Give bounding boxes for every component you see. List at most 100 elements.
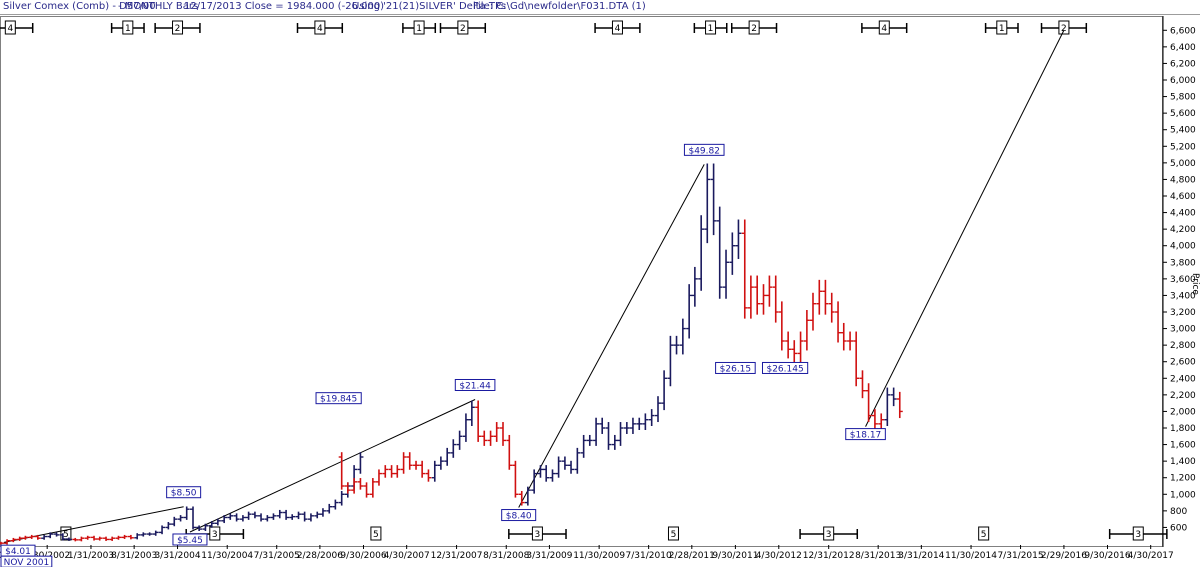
bottom-cycle-label: 3: [212, 530, 218, 540]
trendlines: [3, 30, 1065, 543]
callout-label: $8.40: [506, 512, 532, 522]
y-tick-label: 1,400: [1170, 457, 1196, 467]
bottom-cycle-markers: 5 3 5 3 5 3 5 3: [60, 526, 1168, 541]
x-tick-label: 8/31/2003: [111, 551, 157, 561]
x-tick-label: 1/31/2003: [68, 551, 114, 561]
y-tick-label: 1,800: [1170, 424, 1196, 434]
bottom-cycle-box: [978, 526, 990, 541]
bottom-cycle-box: [209, 526, 221, 541]
top-cycle-box: [413, 20, 425, 35]
x-tick-label: 2/28/2011: [669, 551, 715, 561]
callout-box: [845, 428, 886, 441]
bottom-cycle-box: [1132, 526, 1144, 541]
top-cycle-label: 4: [881, 24, 887, 34]
callout-label: $5.45: [177, 536, 203, 546]
bottom-cycle-label: 3: [1135, 530, 1141, 540]
x-tick-label: 4/30/2012: [756, 551, 802, 561]
file-label: File: C:\Gd\newfolder\F031.DTA (1): [473, 1, 646, 12]
top-cycle-box: [122, 20, 134, 35]
bottom-cycle-label: 3: [535, 530, 541, 540]
chart-header: Silver Comex (Comb) - D57/00 - MONTHLY B…: [0, 0, 1200, 15]
y-tick-label: 2,200: [1170, 391, 1196, 401]
top-cycle-label: 1: [416, 24, 422, 34]
x-tick-label: 9/30/2006: [340, 551, 386, 561]
bottom-cycle-label: 3: [826, 530, 832, 540]
y-tick-label: 6,200: [1170, 59, 1196, 69]
symbol-label: Silver Comex (Comb) - D57/00: [3, 1, 156, 12]
x-tick-label: 9/30/2016: [1084, 551, 1130, 561]
bars-label: - MONTHLY Bars: [118, 1, 199, 12]
top-cycle-box: [748, 20, 760, 35]
top-cycle-label: 2: [175, 24, 181, 34]
trendline: [518, 164, 705, 508]
trendline: [189, 399, 476, 533]
callout-label: $4.01: [5, 547, 31, 557]
callout-label: $26.145: [766, 364, 803, 374]
callout-box: [166, 486, 202, 499]
top-cycle-box: [314, 20, 326, 35]
y-tick-label: 5,200: [1170, 142, 1196, 152]
callout-box: [715, 361, 756, 374]
top-cycle-box: [1058, 20, 1070, 35]
bottom-cycle-label: 5: [373, 530, 379, 540]
y-tick-label: 4,200: [1170, 225, 1196, 235]
y-tick-label: 5,000: [1170, 159, 1196, 169]
y-tick-label: 3,800: [1170, 258, 1196, 268]
callout-box: [683, 143, 725, 156]
plot-border: [0, 16, 1163, 547]
callout-label: $19.845: [320, 395, 357, 405]
bottom-cycle-label: 5: [671, 530, 677, 540]
x-tick-label: 3/31/2004: [154, 551, 200, 561]
callout-label: $8.50: [171, 489, 197, 499]
y-tick-label: 3,600: [1170, 275, 1196, 285]
y-tick-label: 6,600: [1170, 26, 1196, 36]
x-tick-label: 2/29/2016: [1041, 551, 1087, 561]
callout-box: [761, 361, 809, 374]
y-tick-label: 4,000: [1170, 242, 1196, 252]
top-cycle-label: 1: [125, 24, 131, 34]
x-tick-label: 4/30/2017: [1128, 551, 1174, 561]
x-tick-label: 12/31/2012: [803, 551, 855, 561]
callout-box: [315, 392, 362, 405]
x-tick-label: 3/31/2014: [898, 551, 944, 561]
callout-label: $49.82: [688, 146, 720, 156]
y-tick-label: 1,200: [1170, 474, 1196, 484]
y-tick-label: 2,600: [1170, 358, 1196, 368]
callout-label: NOV 2001: [4, 558, 50, 567]
top-cycle-label: 2: [1061, 24, 1067, 34]
y-tick-label: 4,600: [1170, 192, 1196, 202]
y-axis: 600 800 1,000 1,200 1,400 1,600 1,800 2,000 2,20…: [1163, 26, 1196, 533]
top-cycle-box: [878, 20, 890, 35]
top-cycle-markers: 4 1 2 4 1 2 4 1 2 4 1 2: [0, 20, 1088, 35]
x-tick-label: 12/31/2007: [431, 551, 483, 561]
y-tick-label: 1,000: [1170, 490, 1196, 500]
top-cycle-label: 2: [751, 24, 757, 34]
using-label: Using '21(21)SILVER' Delta TPs: [352, 1, 507, 12]
top-cycle-box: [4, 20, 16, 35]
y-tick-label: 3,400: [1170, 291, 1196, 301]
y-tick-label: 5,400: [1170, 126, 1196, 136]
top-cycle-box: [705, 20, 717, 35]
x-tick-label: 3/31/2009: [526, 551, 572, 561]
price-bars: [0, 163, 903, 545]
x-tick-label: 11/30/2014: [945, 551, 997, 561]
top-cycle-label: 1: [999, 24, 1005, 34]
bottom-cycle-label: 5: [63, 530, 69, 540]
trendline: [865, 30, 1065, 427]
close-info: 12/17/2013 Close = 1984.000 (-26.000): [184, 1, 385, 12]
bottom-cycle-box: [667, 526, 679, 541]
callout-box: [172, 533, 208, 546]
y-tick-label: 2,800: [1170, 341, 1196, 351]
x-tick-label: 11/30/2004: [201, 551, 253, 561]
y-tick-label: 5,800: [1170, 93, 1196, 103]
plot-frame: [0, 16, 1164, 547]
x-tick-label: 8/31/2013: [855, 551, 901, 561]
x-tick-label: 8/31/2008: [483, 551, 529, 561]
x-axis: 11/30/20016/30/20021/31/20038/31/20033/3…: [0, 545, 1174, 561]
top-cycle-label: 1: [708, 24, 714, 34]
top-cycle-label: 4: [7, 24, 13, 34]
y-tick-label: 3,000: [1170, 325, 1196, 335]
y-axis-title: Price: [1190, 273, 1200, 295]
y-tick-label: 1,600: [1170, 441, 1196, 451]
